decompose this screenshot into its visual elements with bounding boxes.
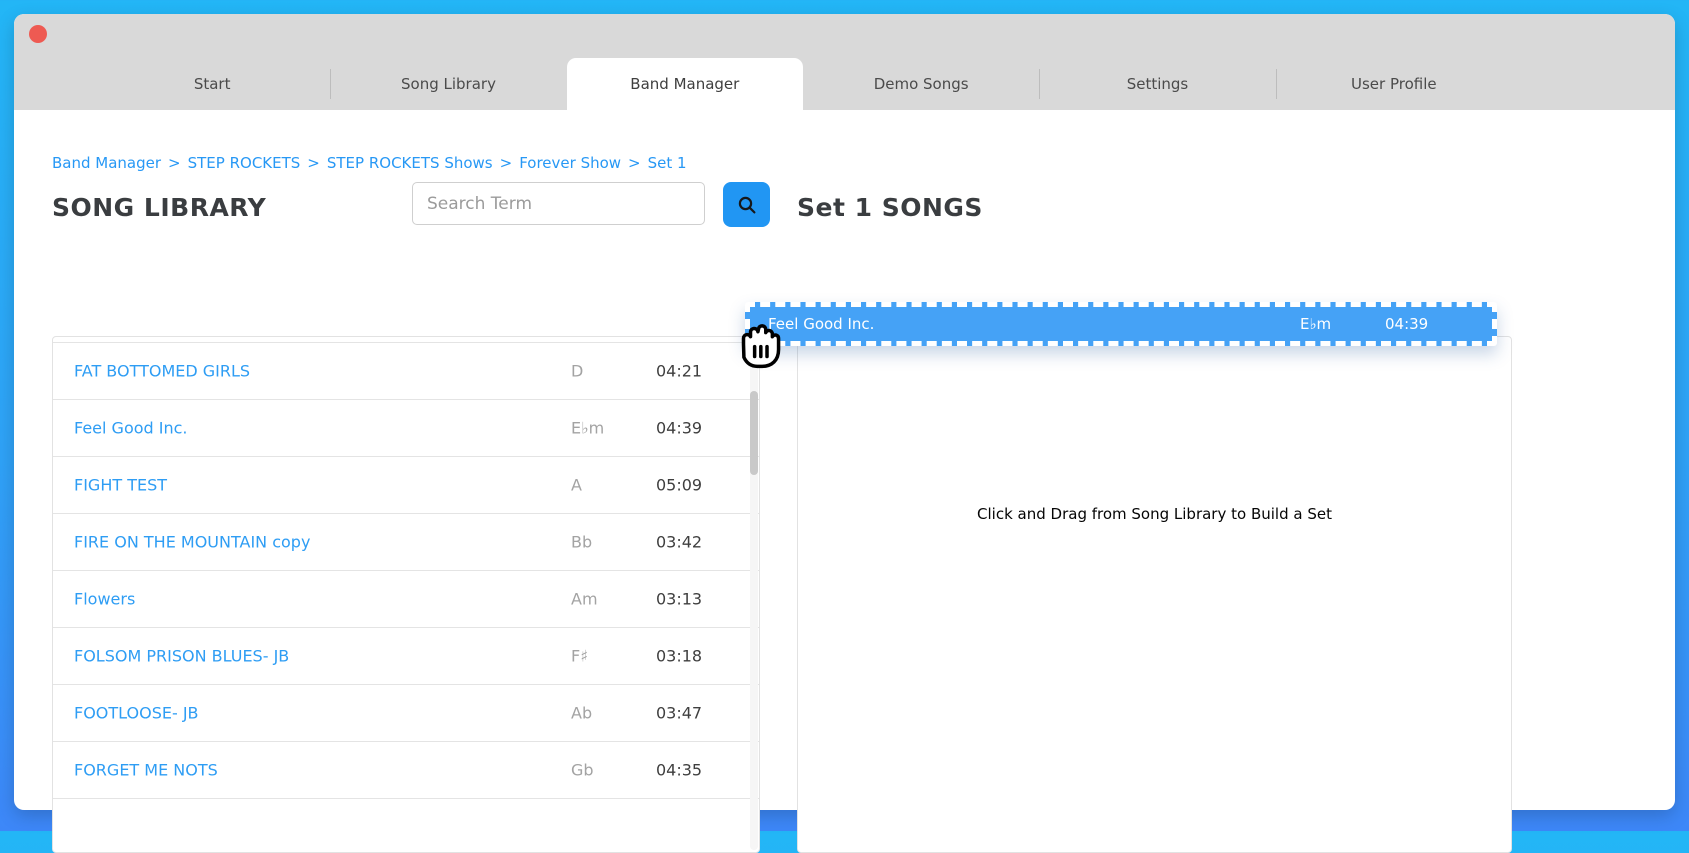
breadcrumb-set-1[interactable]: Set 1: [647, 154, 687, 172]
tab-song-library[interactable]: Song Library: [330, 58, 566, 110]
dragged-song-item[interactable]: Feel Good Inc. E♭m 04:39: [745, 302, 1497, 346]
song-title-link[interactable]: Flowers: [74, 589, 136, 609]
song-title-link[interactable]: FOOTLOOSE- JB: [74, 703, 199, 723]
song-duration: 03:13: [656, 589, 703, 609]
song-key: D: [571, 361, 584, 381]
tab-label: User Profile: [1351, 75, 1437, 93]
song-library-list: FAT BOTTOMED GIRLS D 04:21 Feel Good Inc…: [52, 336, 760, 853]
tab-label: Settings: [1126, 75, 1189, 93]
tab-band-manager[interactable]: Band Manager: [566, 58, 803, 110]
song-row[interactable]: FAT BOTTOMED GIRLS D 04:21: [53, 343, 759, 400]
dragged-song-duration: 04:39: [1385, 315, 1429, 333]
song-title-link[interactable]: FOLSOM PRISON BLUES- JB: [74, 646, 290, 666]
song-row[interactable]: FORGET ME NOTS Gb 04:35: [53, 742, 759, 799]
search-icon: [738, 196, 755, 213]
window-titlebar: Start Song Library Band Manager Demo Son…: [14, 14, 1675, 110]
search-button[interactable]: [723, 182, 770, 227]
set-empty-message: Click and Drag from Song Library to Buil…: [977, 505, 1332, 523]
song-title-link[interactable]: FAT BOTTOMED GIRLS: [74, 361, 251, 381]
song-key: A: [571, 475, 582, 495]
tab-label: Song Library: [401, 75, 496, 93]
song-row[interactable]: Feel Good Inc. E♭m 04:39: [53, 400, 759, 457]
tab-user-profile[interactable]: User Profile: [1275, 58, 1512, 110]
breadcrumb: Band Manager > STEP ROCKETS > STEP ROCKETS S…: [52, 154, 687, 172]
breadcrumb-band-manager[interactable]: Band Manager: [52, 154, 162, 172]
set-songs-title: Set 1 SONGS: [797, 193, 983, 222]
song-duration: 04:21: [656, 361, 703, 381]
dragged-song-key: E♭m: [1300, 315, 1332, 333]
search-input[interactable]: [412, 182, 705, 225]
tab-label: Demo Songs: [873, 75, 969, 93]
song-library-title: SONG LIBRARY: [52, 193, 267, 222]
song-title-link[interactable]: FIRE ON THE MOUNTAIN copy: [74, 532, 311, 552]
song-duration: 05:09: [656, 475, 703, 495]
song-row[interactable]: FOLSOM PRISON BLUES- JB F♯ 03:18: [53, 628, 759, 685]
tab-bar: Start Song Library Band Manager Demo Son…: [94, 58, 1512, 110]
song-row[interactable]: FIGHT TEST A 05:09: [53, 457, 759, 514]
song-key: Am: [571, 589, 598, 609]
breadcrumb-separator: >: [499, 154, 513, 172]
song-duration: 03:18: [656, 646, 703, 666]
song-duration: 03:42: [656, 532, 703, 552]
song-key: E♭m: [571, 418, 605, 438]
dragged-song-title: Feel Good Inc.: [768, 315, 875, 333]
song-key: Gb: [571, 760, 594, 780]
song-title-link[interactable]: Feel Good Inc.: [74, 418, 188, 438]
breadcrumb-forever-show[interactable]: Forever Show: [519, 154, 622, 172]
set-drop-zone[interactable]: Click and Drag from Song Library to Buil…: [797, 336, 1512, 853]
song-row[interactable]: FIRE ON THE MOUNTAIN copy Bb 03:42: [53, 514, 759, 571]
close-button[interactable]: [29, 25, 47, 43]
app-window: Start Song Library Band Manager Demo Son…: [14, 14, 1675, 853]
tab-settings[interactable]: Settings: [1039, 58, 1275, 110]
breadcrumb-separator: >: [168, 154, 181, 172]
song-duration: 04:35: [656, 760, 703, 780]
song-row[interactable]: Flowers Am 03:13: [53, 571, 759, 628]
breadcrumb-separator: >: [628, 154, 641, 172]
breadcrumb-separator: >: [307, 154, 320, 172]
song-row[interactable]: FOOTLOOSE- JB Ab 03:47: [53, 685, 759, 742]
song-duration: 03:47: [656, 703, 703, 723]
tab-label: Band Manager: [630, 75, 740, 93]
main-content: Band Manager > STEP ROCKETS > STEP ROCKETS S…: [14, 110, 1675, 853]
song-duration: 04:39: [656, 418, 703, 438]
song-title-link[interactable]: FIGHT TEST: [74, 475, 168, 495]
tab-demo-songs[interactable]: Demo Songs: [803, 58, 1039, 110]
song-key: Ab: [571, 703, 593, 723]
breadcrumb-step-rockets[interactable]: STEP ROCKETS: [187, 154, 301, 172]
tab-start[interactable]: Start: [94, 58, 330, 110]
song-key: F♯: [571, 646, 588, 666]
song-title-link[interactable]: FORGET ME NOTS: [74, 760, 218, 780]
song-key: Bb: [571, 532, 593, 552]
tab-label: Start: [193, 75, 231, 93]
list-top-divider: [53, 337, 759, 343]
scrollbar-thumb[interactable]: [750, 391, 758, 475]
list-scrollbar[interactable]: [750, 339, 758, 850]
breadcrumb-step-rockets-shows[interactable]: STEP ROCKETS Shows: [326, 154, 493, 172]
